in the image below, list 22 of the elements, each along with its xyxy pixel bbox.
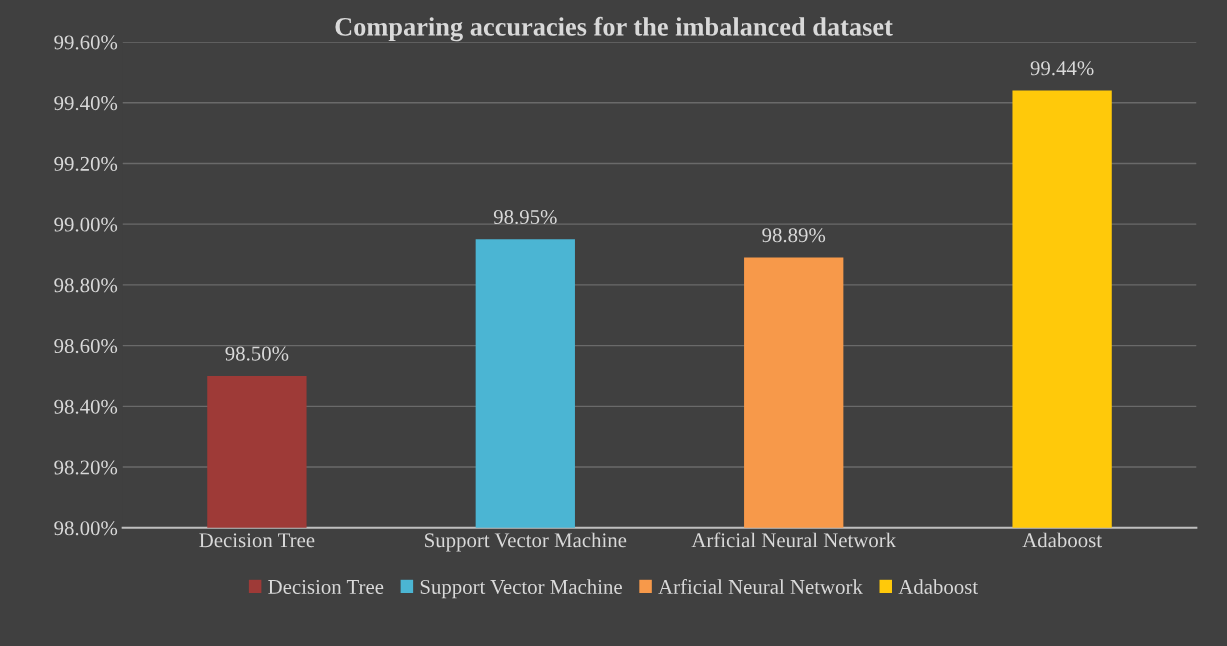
y-tick-label: 98.40% — [54, 399, 118, 414]
y-tick-label: 99.20% — [54, 156, 118, 171]
y-tick-label: 99.00% — [54, 217, 118, 232]
y-tick-label: 99.40% — [54, 96, 118, 111]
chart-title: Comparing accuracies for the imbalanced dataset — [335, 16, 893, 42]
x-tick-label: Support Vector Machine — [425, 532, 627, 552]
data-label: 98.89% — [762, 228, 826, 243]
y-tick-label: 98.60% — [54, 338, 118, 354]
x-tick-label: Decision Tree — [199, 533, 315, 548]
x-tick-label: Arficial Neural Network — [691, 532, 897, 548]
legend-label: Arficial Neural Network — [658, 579, 863, 594]
data-label: 99.44% — [1030, 61, 1094, 76]
data-label: 98.95% — [493, 209, 557, 225]
legend-label: Adaboost — [898, 579, 978, 594]
x-tick-label: Adaboost — [1022, 532, 1102, 548]
y-tick-label: 98.00% — [54, 521, 118, 536]
data-label: 98.50% — [225, 346, 289, 361]
legend-label: Support Vector Machine — [420, 579, 622, 599]
y-tick-label: 99.60% — [54, 35, 118, 50]
legend-label: Decision Tree — [268, 579, 384, 594]
y-tick-label: 98.80% — [54, 278, 118, 293]
y-tick-label: 98.20% — [54, 460, 118, 475]
